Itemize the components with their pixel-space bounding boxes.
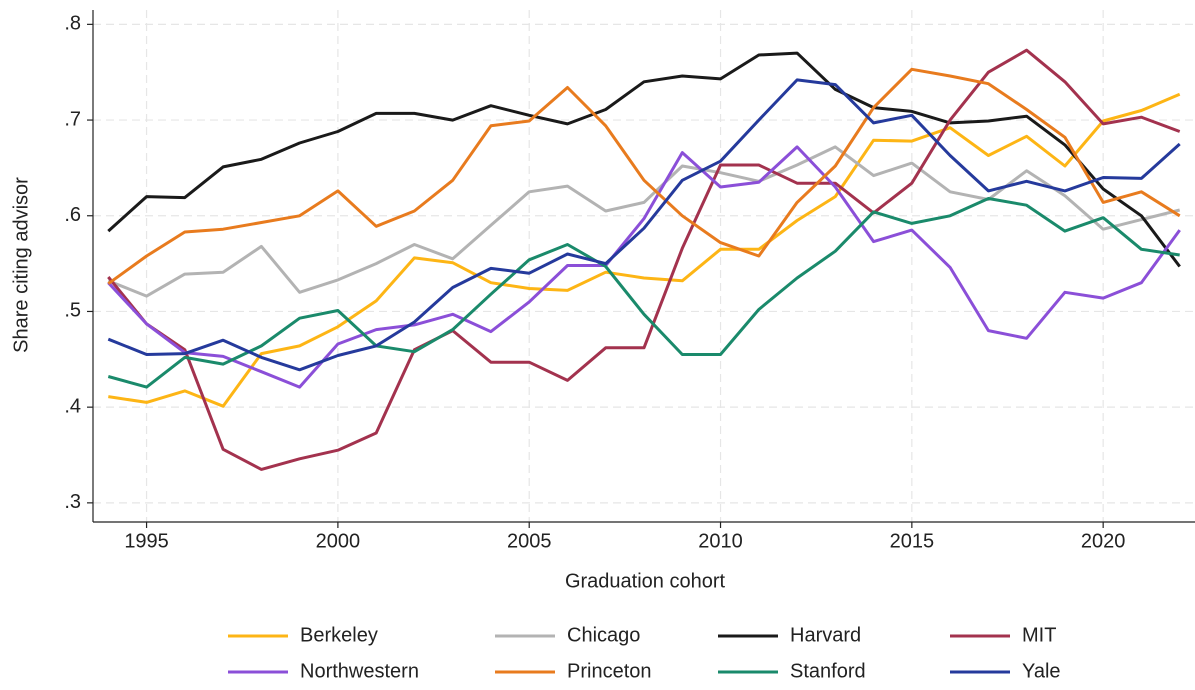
legend-label: Berkeley xyxy=(300,624,378,646)
legend-label: MIT xyxy=(1022,624,1056,646)
series-line xyxy=(107,145,1181,298)
legend-label: Northwestern xyxy=(300,660,419,682)
series-line xyxy=(107,51,1181,268)
y-tick-label: .3 xyxy=(64,491,81,513)
x-tick-label: 1995 xyxy=(124,530,169,552)
series-line xyxy=(107,197,1180,389)
y-axis-title: Share citing advisor xyxy=(10,177,32,353)
legend-label: Harvard xyxy=(790,624,861,646)
y-tick-label: .5 xyxy=(64,300,81,322)
legend-label: Princeton xyxy=(567,660,652,682)
y-tick-label: .7 xyxy=(64,108,81,130)
y-tick-label: .4 xyxy=(64,395,81,417)
y-tick-label: .6 xyxy=(64,204,81,226)
series-line xyxy=(107,48,1181,471)
series-line xyxy=(107,145,1181,389)
legend-label: Chicago xyxy=(567,624,640,646)
series-line xyxy=(108,92,1181,408)
x-tick-label: 2020 xyxy=(1081,530,1126,552)
legend-label: Yale xyxy=(1022,660,1061,682)
x-axis-title: Graduation cohort xyxy=(565,570,726,592)
series-line xyxy=(107,67,1181,285)
x-tick-label: 2015 xyxy=(890,530,935,552)
series-line xyxy=(107,78,1181,372)
x-tick-label: 2000 xyxy=(316,530,361,552)
x-tick-label: 2010 xyxy=(698,530,743,552)
x-tick-label: 2005 xyxy=(507,530,552,552)
y-tick-label: .8 xyxy=(64,13,81,35)
legend-label: Stanford xyxy=(790,660,866,682)
